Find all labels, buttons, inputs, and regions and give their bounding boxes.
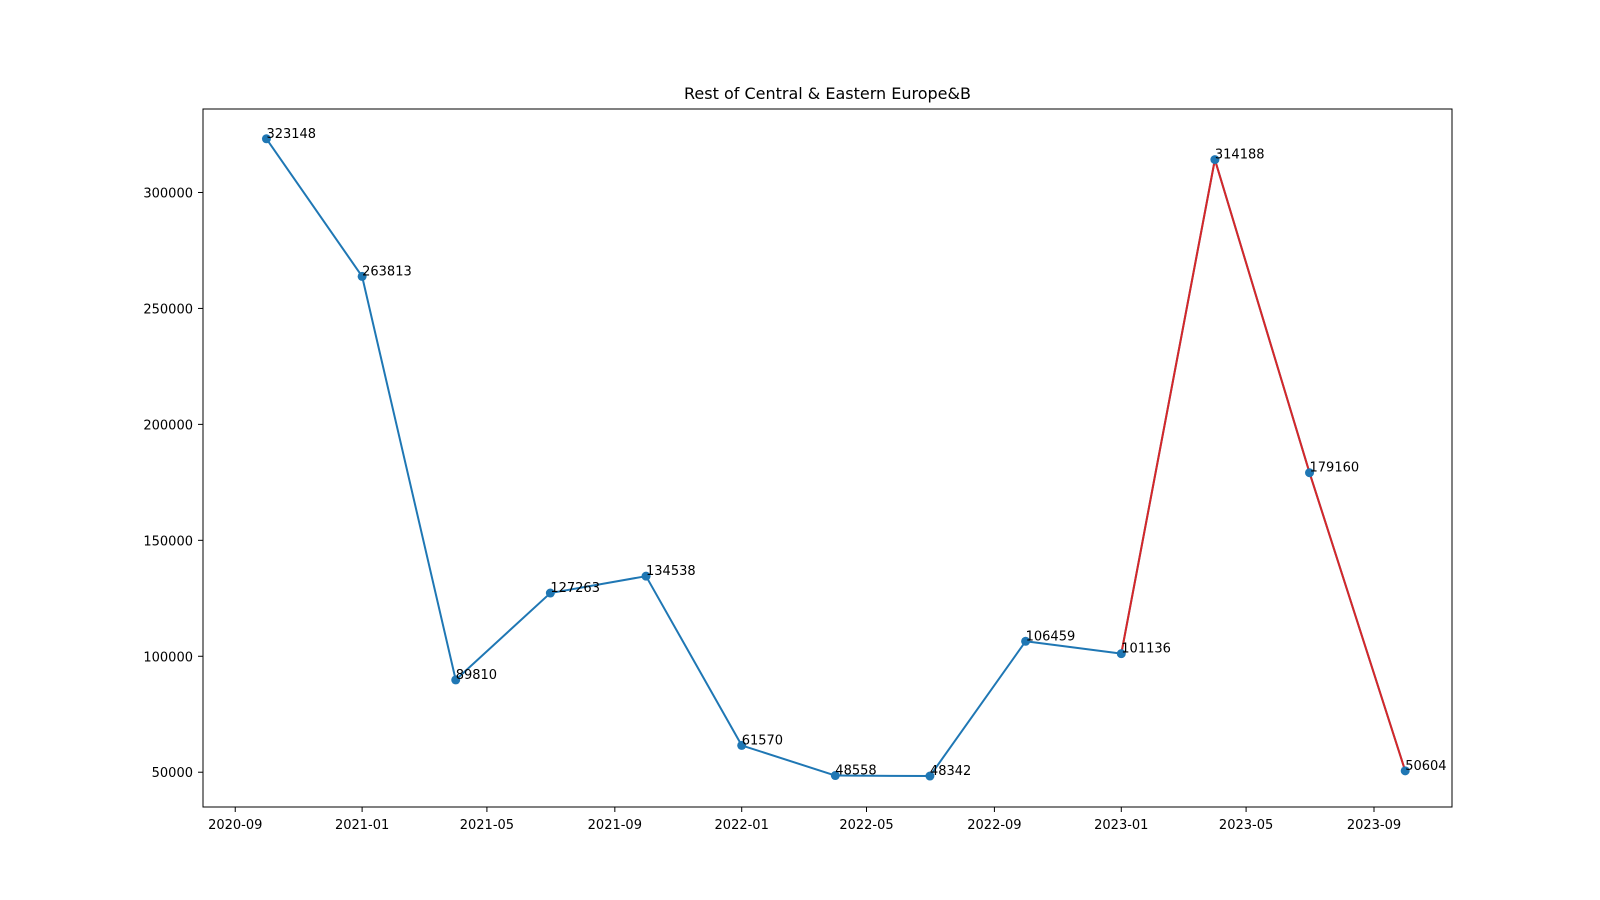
data-label: 101136 [1121, 642, 1171, 657]
data-label: 48558 [835, 764, 876, 779]
data-point [1116, 649, 1126, 659]
data-label-layer: 323148 263813 89810 127263 134538 61570 48558 4… [266, 127, 1446, 779]
x-tick-label: 2023-05 [1219, 818, 1273, 833]
x-tick-label: 2021-05 [460, 818, 514, 833]
data-label: 106459 [1026, 629, 1076, 644]
x-tick-label: 2023-09 [1347, 818, 1401, 833]
data-label: 323148 [266, 127, 316, 142]
chart-title: Rest of Central & Eastern Europe&B [684, 84, 971, 103]
y-tick-label: 150000 [143, 534, 193, 549]
data-point [451, 675, 461, 685]
y-tick-label: 300000 [143, 186, 193, 201]
data-point [545, 588, 555, 598]
data-point [1400, 766, 1410, 776]
data-label: 127263 [550, 581, 600, 596]
highlight-line [1120, 158, 1407, 772]
y-tick-label: 250000 [143, 302, 193, 317]
data-label: 134538 [646, 564, 696, 579]
data-label: 263813 [362, 264, 412, 279]
data-label: 179160 [1310, 461, 1360, 476]
x-tick-label: 2021-01 [335, 818, 389, 833]
data-label: 48342 [930, 764, 971, 779]
data-point [641, 571, 651, 581]
x-tick-label: 2020-09 [208, 818, 262, 833]
data-point [357, 271, 367, 281]
highlight-layer [1120, 158, 1407, 772]
data-label: 89810 [456, 668, 497, 683]
x-tick-label: 2022-09 [967, 818, 1021, 833]
data-point [737, 740, 747, 750]
y-tick-label: 200000 [143, 418, 193, 433]
data-point [925, 771, 935, 781]
data-label: 314188 [1215, 148, 1265, 163]
data-point [1305, 468, 1315, 478]
series-layer [265, 138, 1407, 778]
x-tick-label: 2022-05 [839, 818, 893, 833]
y-axis: 50000 100000 150000 200000 250000 300000 [143, 186, 203, 781]
x-tick-label: 2021-09 [588, 818, 642, 833]
marker-layer [261, 134, 1410, 781]
data-point [1210, 155, 1220, 165]
data-label: 50604 [1405, 759, 1446, 774]
data-point [261, 134, 271, 144]
x-tick-label: 2022-01 [715, 818, 769, 833]
data-point [830, 771, 840, 781]
x-tick-label: 2023-01 [1094, 818, 1148, 833]
y-tick-label: 100000 [143, 650, 193, 665]
x-axis: 2020-09 2021-01 2021-05 2021-09 2022-01 2022-… [208, 807, 1401, 833]
series-line [265, 138, 1407, 778]
y-tick-label: 50000 [152, 766, 193, 781]
plot-area-frame [202, 108, 1453, 808]
data-point [1021, 636, 1031, 646]
data-label: 61570 [742, 733, 783, 748]
